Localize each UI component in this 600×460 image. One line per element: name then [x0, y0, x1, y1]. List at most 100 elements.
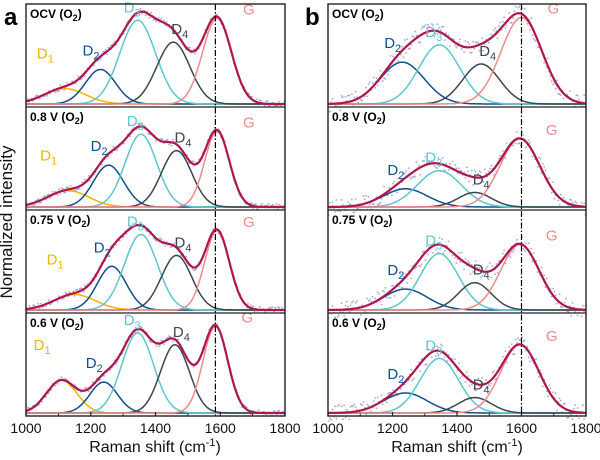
raw-point [476, 41, 478, 43]
raw-point [56, 300, 59, 303]
peak-label-sub: 3 [138, 222, 144, 234]
x-axis-label-a-end: ) [215, 439, 220, 456]
raw-point [77, 75, 80, 78]
raw-point [477, 173, 480, 176]
peak-label-main: D [47, 252, 58, 269]
peak-label-sub: 1 [51, 156, 57, 168]
raw-point [80, 78, 82, 81]
raw-point [372, 400, 375, 402]
peak-label-g: G [548, 1, 560, 18]
raw-point [38, 307, 41, 310]
raw-point [405, 170, 407, 172]
x-axis-label-b-main: Raman shift (cm [391, 439, 507, 456]
raw-point [376, 84, 379, 87]
raw-point [540, 172, 543, 175]
raw-point [172, 339, 174, 342]
peak-label-sub: 4 [484, 385, 490, 397]
raw-point [583, 418, 585, 420]
x-tick-label: 1800 [269, 420, 300, 436]
raw-point [463, 171, 465, 174]
raw-point [336, 405, 339, 408]
raw-point [376, 291, 379, 294]
peak-label-main: D [171, 21, 182, 38]
raw-point [194, 52, 196, 55]
raw-point [166, 139, 169, 141]
raw-point [538, 156, 540, 159]
raw-point [349, 203, 352, 206]
peak-label-g: G [243, 2, 255, 19]
raw-data-points [25, 122, 286, 211]
raw-point [380, 394, 383, 397]
raw-point [567, 310, 570, 313]
peak-label-sub: 3 [436, 32, 442, 44]
raw-point [433, 345, 436, 348]
raw-point [483, 390, 486, 392]
raw-point [545, 277, 548, 280]
peak-label-sub: 2 [93, 50, 99, 62]
raw-point [513, 353, 516, 355]
raw-point [539, 157, 542, 160]
raw-point [459, 377, 462, 379]
peak-d4-curve [26, 254, 285, 311]
peak-label-main: G [241, 310, 253, 327]
raw-point [583, 94, 585, 97]
raw-point [78, 188, 81, 190]
fit-envelope-curve [25, 223, 285, 312]
raw-point [562, 97, 565, 100]
raw-point [248, 93, 251, 96]
raw-point [563, 402, 566, 405]
raw-point [93, 64, 95, 67]
raw-point [553, 197, 556, 200]
raw-point [155, 345, 158, 347]
raw-point [558, 293, 561, 296]
peak-label-g: G [243, 115, 255, 132]
raw-point [389, 55, 392, 57]
raw-point [32, 204, 34, 207]
raw-point [454, 163, 456, 166]
raw-point [559, 399, 562, 402]
raw-point [58, 89, 60, 92]
peak-label-sub: 4 [484, 270, 490, 282]
peak-label-sub: 3 [436, 241, 442, 253]
raw-point [84, 178, 86, 181]
raw-point [103, 374, 106, 377]
raw-point [529, 360, 531, 362]
raw-point [139, 221, 142, 224]
peak-label-main: D [387, 262, 398, 279]
raw-point [529, 142, 531, 144]
raw-data-points [25, 221, 286, 314]
raw-point [441, 25, 444, 28]
x-tick-label: 1200 [75, 420, 106, 436]
raw-point [411, 35, 414, 37]
peak-label-d2: D2 [387, 262, 404, 282]
raw-point [266, 204, 269, 207]
raw-point [428, 160, 431, 162]
raw-point [534, 40, 536, 42]
raw-point [512, 250, 514, 253]
raw-point [361, 99, 364, 102]
raw-point [432, 24, 434, 27]
raw-point [360, 314, 362, 316]
raw-point [456, 258, 459, 261]
raw-point [82, 290, 85, 293]
raw-point [486, 265, 489, 268]
raw-point [160, 238, 163, 241]
raw-point [482, 272, 485, 275]
raw-point [59, 84, 62, 87]
raw-point [411, 379, 414, 382]
peak-label-main: D [124, 312, 135, 329]
raw-point [378, 203, 380, 206]
raw-point [135, 15, 138, 17]
raw-point [490, 276, 493, 279]
raw-point [344, 96, 347, 98]
raw-point [258, 305, 261, 308]
raw-point [549, 387, 552, 390]
raw-point [349, 304, 352, 307]
peak-label-sub: 3 [135, 7, 141, 19]
raw-point [344, 416, 347, 419]
raw-point [538, 375, 540, 378]
raw-data-points [327, 236, 587, 319]
raw-point [438, 165, 441, 168]
peak-label-sub: 4 [184, 332, 190, 344]
